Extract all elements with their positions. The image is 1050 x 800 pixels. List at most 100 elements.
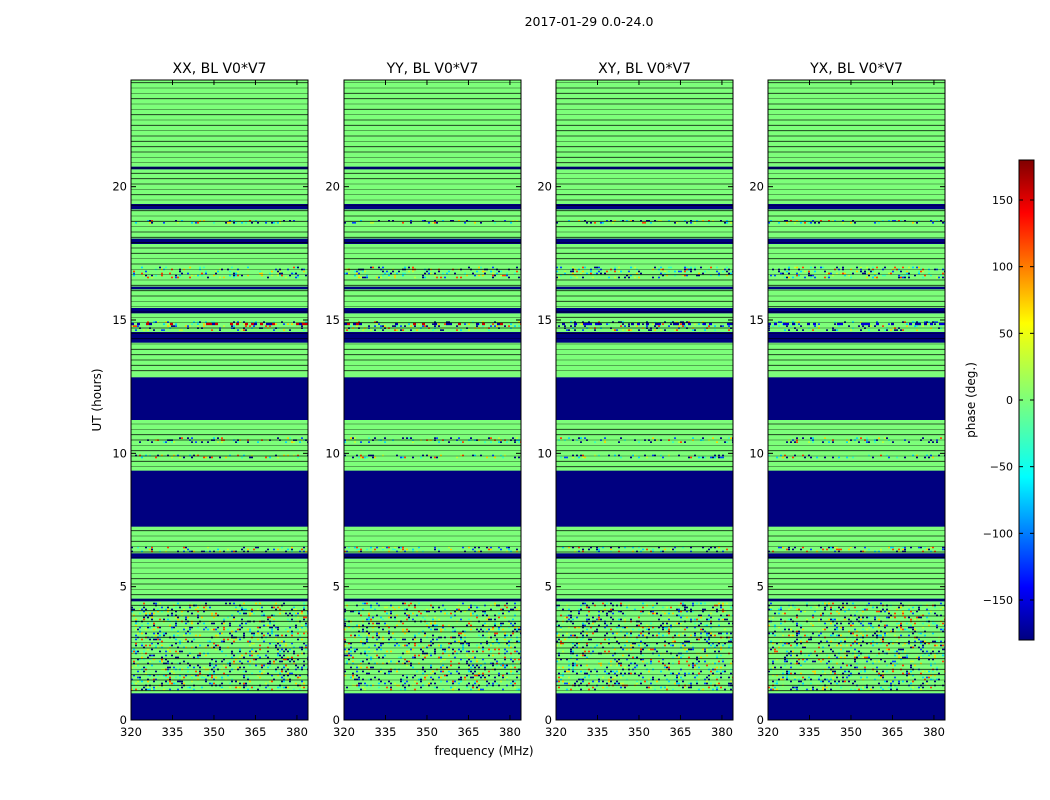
y-tick-label: 20 (325, 180, 340, 194)
panels: 320 335 350 365 380 0 5 10 15 20 XX, BL V0*V7 320 33… (112, 61, 946, 739)
noisy-band (344, 454, 520, 459)
flagged-band (131, 204, 308, 210)
noisy-band (768, 546, 945, 553)
y-tick-label: 10 (325, 446, 340, 460)
colorbar-tick-label: 50 (999, 327, 1013, 340)
y-tick-label: 20 (537, 180, 552, 194)
colorbar-tick-label: −150 (983, 594, 1013, 607)
flagged-band (131, 470, 308, 527)
flagged-band (131, 308, 308, 314)
heatmap-area (344, 80, 521, 720)
panel-title: YY, BL V0*V7 (386, 61, 479, 77)
x-tick-label: 320 (333, 725, 355, 739)
row-lines (131, 82, 308, 692)
flagged-band (556, 238, 733, 244)
noisy-band (768, 220, 945, 224)
flagged-band (344, 332, 521, 343)
x-tick-label: 335 (587, 725, 609, 739)
active-feature (344, 322, 503, 326)
y-tick-label: 15 (325, 313, 340, 327)
noisy-band (135, 454, 308, 459)
colorbar-tick-label: 150 (992, 194, 1013, 207)
heatmap-area (768, 80, 945, 720)
x-tick-label: 350 (840, 725, 862, 739)
active-feature (131, 322, 308, 326)
flagged-band (344, 308, 521, 314)
y-tick-label: 0 (757, 713, 764, 727)
flagged-band (344, 377, 521, 420)
flagged-band (556, 377, 733, 420)
noisy-band (556, 220, 733, 224)
panel-4: 320 335 350 365 380 0 5 10 15 20 YX, BL V0*V7 (749, 61, 946, 739)
flagged-band (344, 553, 521, 559)
colorbar-tick-label: 0 (1006, 394, 1013, 407)
flagged-band (556, 470, 733, 527)
y-tick-label: 15 (537, 313, 552, 327)
x-tick-label: 380 (286, 725, 308, 739)
y-tick-label: 10 (749, 446, 764, 460)
noisy-band (344, 266, 521, 279)
flagged-band (344, 204, 521, 210)
x-tick-label: 320 (545, 725, 567, 739)
flagged-band (131, 286, 308, 290)
x-tick-label: 380 (923, 725, 945, 739)
x-tick-label: 365 (244, 725, 266, 739)
y-axis-label: UT (hours) (90, 368, 104, 431)
y-tick-label: 5 (545, 580, 552, 594)
noisy-band (135, 220, 308, 224)
x-tick-label: 320 (120, 725, 142, 739)
x-tick-label: 320 (757, 725, 779, 739)
x-tick-label: 365 (669, 725, 691, 739)
y-tick-label: 0 (333, 713, 340, 727)
active-feature (562, 322, 733, 326)
flagged-band (556, 693, 733, 720)
flagged-band (768, 308, 945, 314)
x-tick-label: 350 (416, 725, 438, 739)
colorbar-label: phase (deg.) (964, 362, 978, 438)
flagged-band (344, 693, 521, 720)
y-tick-label: 5 (757, 580, 764, 594)
panel-frame (767, 79, 946, 721)
noisy-band (131, 546, 308, 553)
flagged-band (131, 377, 308, 420)
panel-frame (343, 79, 522, 721)
y-tick-label: 20 (749, 180, 764, 194)
heatmap-area (556, 80, 733, 720)
colorbar-tick-label: −100 (983, 527, 1013, 540)
x-tick-label: 365 (881, 725, 903, 739)
flagged-band (768, 332, 945, 343)
row-lines (344, 82, 521, 691)
y-tick-label: 5 (120, 580, 127, 594)
flagged-band (131, 693, 308, 720)
flagged-band (344, 238, 521, 244)
x-tick-label: 350 (628, 725, 650, 739)
colorbar-tick-label: −50 (990, 461, 1013, 474)
flagged-band (768, 693, 945, 720)
panel-frame (555, 79, 734, 721)
flagged-band (556, 332, 733, 343)
y-tick-label: 0 (545, 713, 552, 727)
panel-title: XX, BL V0*V7 (173, 61, 267, 77)
panel-title: YX, BL V0*V7 (809, 61, 903, 77)
colorbar-tick-label: 100 (992, 261, 1013, 274)
flagged-band (131, 332, 308, 343)
y-tick-label: 15 (749, 313, 764, 327)
x-tick-label: 335 (375, 725, 397, 739)
flagged-band (131, 238, 308, 244)
noisy-band (344, 546, 518, 553)
flagged-band (556, 286, 733, 290)
figure-title: 2017-01-29 0.0-24.0 (525, 14, 654, 29)
panel-3: 320 335 350 365 380 0 5 10 15 20 XY, BL V0*V7 (537, 61, 734, 739)
y-tick-label: 5 (333, 580, 340, 594)
y-tick-label: 10 (537, 446, 552, 460)
flagged-band (768, 377, 945, 420)
y-tick-label: 10 (112, 446, 127, 460)
flagged-band (768, 286, 945, 290)
x-axis-label: frequency (MHz) (434, 744, 533, 758)
flagged-band (556, 308, 733, 314)
x-tick-label: 335 (162, 725, 184, 739)
x-tick-label: 380 (499, 725, 521, 739)
flagged-band (768, 553, 945, 559)
flagged-band (131, 553, 308, 559)
